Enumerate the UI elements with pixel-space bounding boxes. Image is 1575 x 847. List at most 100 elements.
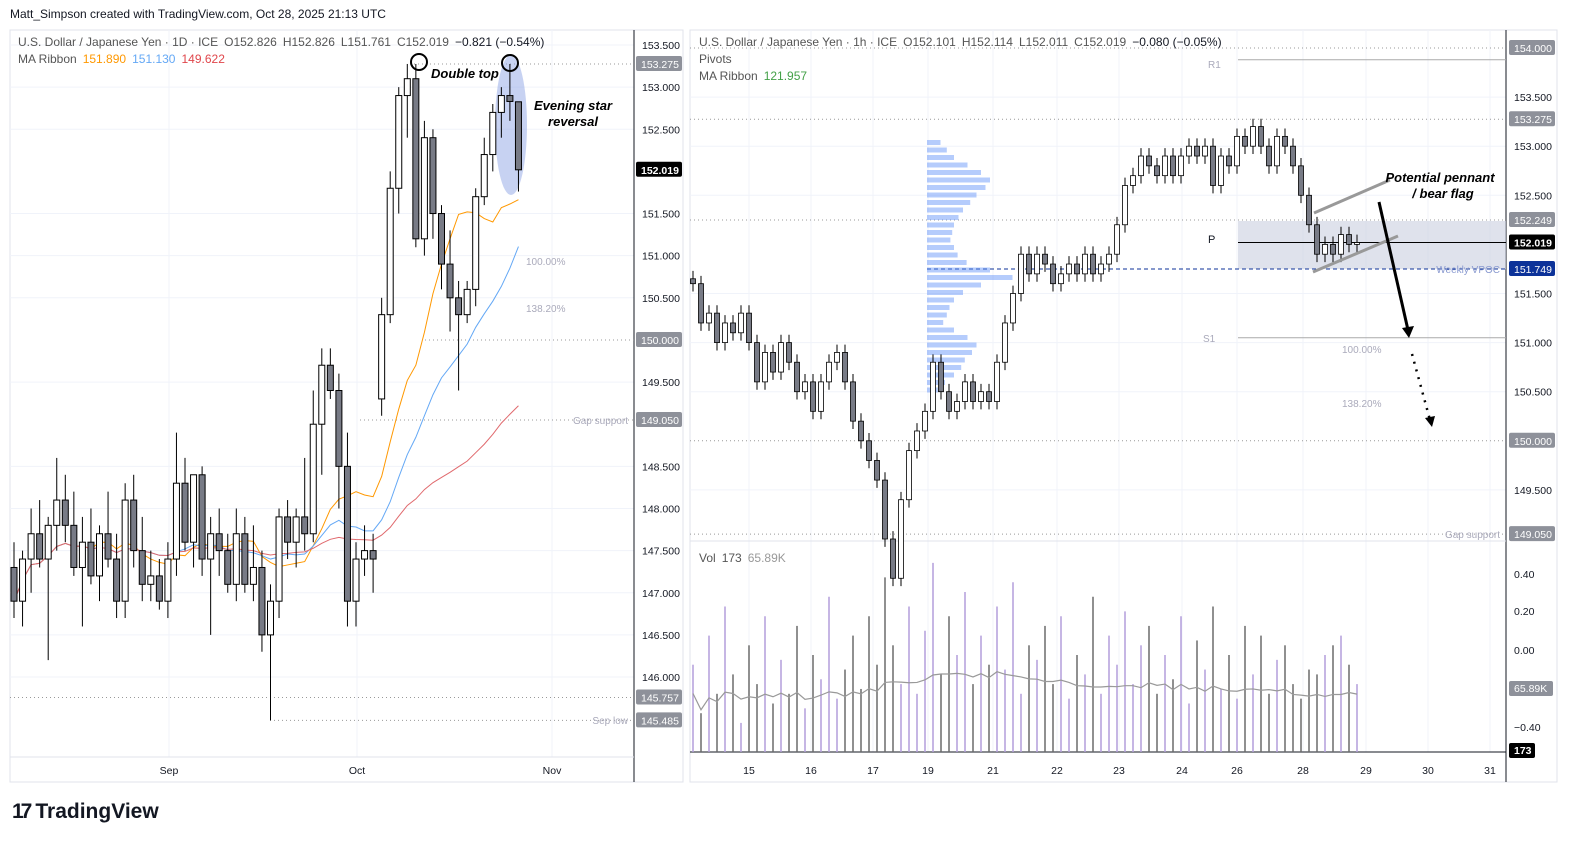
y-tick: 147.000 bbox=[642, 588, 680, 600]
candle bbox=[258, 550, 266, 652]
tag-last-price-text: 152.019 bbox=[641, 165, 679, 177]
candle bbox=[61, 474, 69, 543]
candle bbox=[284, 500, 292, 560]
tag-149050 bbox=[636, 412, 682, 428]
price-axis-ticks: 153.500 153.000 152.500 151.500 151.000 150.5… bbox=[642, 40, 680, 684]
y-tick: 148.000 bbox=[642, 503, 680, 515]
ma-legend: MA Ribbon 151.890 151.130 149.622 bbox=[18, 52, 225, 66]
candle bbox=[181, 457, 189, 551]
candle bbox=[403, 63, 411, 138]
candle bbox=[514, 101, 522, 192]
candle bbox=[104, 491, 112, 568]
candle bbox=[506, 63, 514, 121]
grid bbox=[10, 30, 634, 757]
candle bbox=[87, 508, 95, 585]
candle bbox=[113, 533, 121, 619]
date-axis-ticks: Sep Oct Nov bbox=[160, 765, 562, 777]
candle bbox=[267, 584, 274, 721]
candle bbox=[10, 542, 18, 619]
candle bbox=[27, 508, 35, 593]
candle bbox=[352, 542, 360, 627]
y-tick: 150.500 bbox=[642, 293, 680, 305]
y-tick: 146.500 bbox=[642, 630, 680, 642]
daily-chart-panel[interactable]: Double top Evening star reversal 100.00%… bbox=[0, 0, 690, 790]
tag-145757-text: 145.757 bbox=[641, 693, 679, 705]
y-tick: 149.500 bbox=[642, 377, 680, 389]
candle bbox=[472, 188, 480, 307]
y-tick: 151.500 bbox=[642, 209, 680, 221]
candle bbox=[78, 516, 86, 627]
candle bbox=[19, 550, 27, 627]
candle bbox=[190, 474, 198, 568]
tag-149050-text: 149.050 bbox=[641, 415, 679, 427]
y-tick: 146.000 bbox=[642, 672, 680, 684]
candle bbox=[412, 63, 420, 248]
candle bbox=[53, 457, 61, 551]
candle bbox=[343, 432, 351, 627]
x-tick: Nov bbox=[543, 765, 562, 777]
candle bbox=[438, 205, 445, 290]
sep-low-label: Sep low bbox=[592, 716, 628, 727]
tradingview-logo[interactable]: 17 TradingView bbox=[12, 800, 159, 823]
candle bbox=[301, 457, 309, 551]
candle bbox=[70, 491, 78, 576]
top-circle-1 bbox=[410, 53, 428, 71]
y-tick: 153.000 bbox=[642, 82, 680, 94]
evening-star-label: Evening star bbox=[534, 98, 613, 113]
y-tick: 153.500 bbox=[642, 40, 680, 52]
y-tick: 147.500 bbox=[642, 546, 680, 558]
candle bbox=[36, 500, 44, 568]
tag-145485-text: 145.485 bbox=[641, 715, 679, 727]
candle bbox=[335, 373, 343, 509]
candle bbox=[241, 516, 249, 593]
candle bbox=[480, 137, 488, 206]
candle bbox=[249, 525, 257, 602]
tag-145757 bbox=[636, 689, 682, 705]
candle bbox=[147, 550, 155, 602]
candle bbox=[292, 508, 300, 568]
candle bbox=[155, 559, 163, 610]
candle bbox=[215, 508, 223, 576]
tag-153275-text: 153.275 bbox=[641, 59, 679, 71]
candle bbox=[326, 348, 334, 399]
candle bbox=[386, 171, 394, 324]
candle bbox=[369, 533, 377, 593]
candle bbox=[121, 483, 129, 619]
horizontal-levels bbox=[10, 63, 634, 721]
y-tick: 151.000 bbox=[642, 251, 680, 263]
evening-star-label-2: reversal bbox=[548, 114, 598, 129]
candle bbox=[198, 466, 206, 576]
candle bbox=[138, 516, 146, 602]
candle bbox=[96, 525, 103, 602]
candle bbox=[455, 280, 463, 391]
tag-last-price bbox=[636, 161, 682, 177]
x-tick: Sep bbox=[160, 765, 179, 777]
candle bbox=[232, 508, 240, 602]
candle bbox=[420, 120, 428, 256]
tag-150000-text: 150.000 bbox=[641, 335, 679, 347]
top-circle-2 bbox=[501, 54, 519, 72]
tag-153275 bbox=[636, 55, 682, 71]
candle bbox=[275, 508, 283, 619]
candle bbox=[309, 390, 317, 543]
tag-145485 bbox=[636, 712, 682, 728]
candle bbox=[172, 432, 180, 576]
y-tick: 152.500 bbox=[642, 124, 680, 136]
candle bbox=[318, 348, 326, 475]
candle bbox=[207, 516, 215, 635]
y-tick: 148.500 bbox=[642, 461, 680, 473]
double-top-label: Double top bbox=[431, 66, 499, 81]
candle bbox=[361, 525, 369, 576]
candle bbox=[429, 129, 437, 239]
tv-logo-icon: 17 bbox=[12, 800, 32, 823]
price-tags: 153.275 152.019 150.000 149.050 145.757 145.4… bbox=[636, 55, 682, 728]
candle bbox=[497, 87, 505, 138]
candle bbox=[164, 542, 172, 619]
chart-credit: Matt_Simpson created with TradingView.co… bbox=[10, 7, 386, 21]
candle bbox=[224, 533, 232, 593]
candle bbox=[378, 297, 386, 416]
fib-138: 138.20% bbox=[526, 304, 566, 315]
candle bbox=[130, 474, 138, 568]
evening-star-highlight bbox=[495, 55, 527, 195]
fib-100: 100.00% bbox=[526, 257, 566, 268]
